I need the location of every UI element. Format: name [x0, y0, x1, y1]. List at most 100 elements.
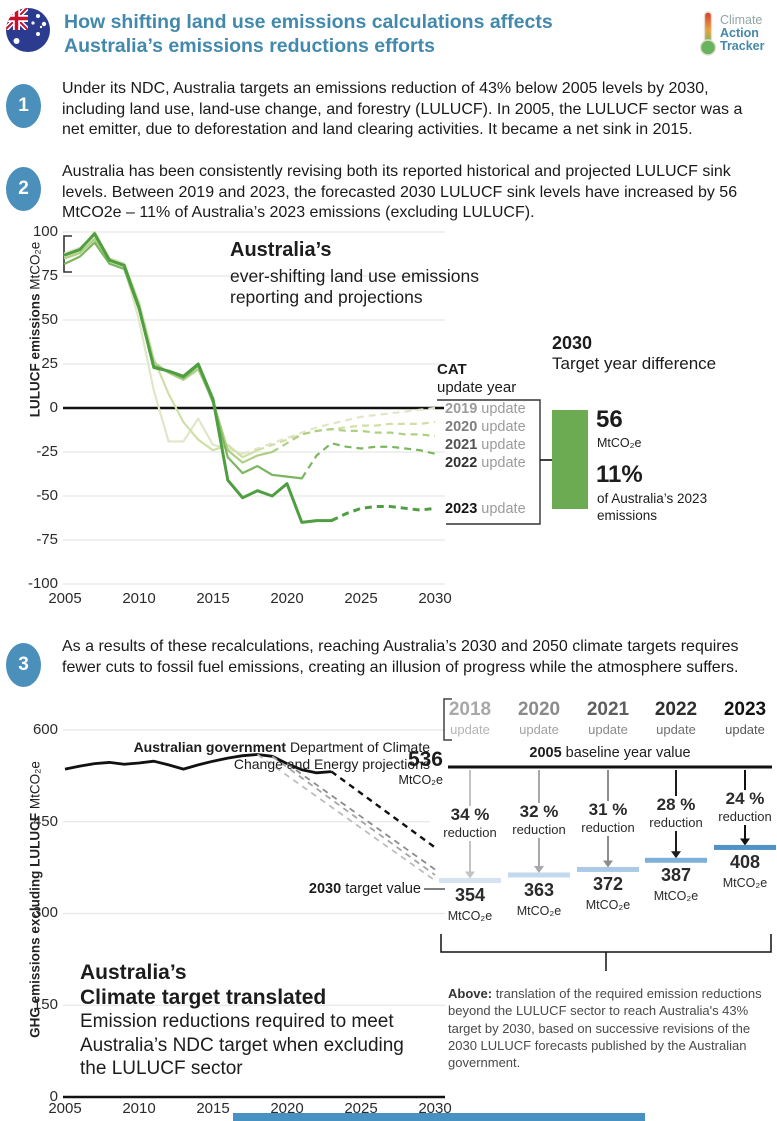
footer-bar	[233, 1113, 645, 1121]
difference-value: 56	[596, 406, 623, 433]
x-tick-label: 2005	[48, 590, 82, 607]
y-tick-label: -100	[27, 575, 58, 592]
column-header-2020: 2020 update	[517, 699, 561, 737]
reduction-label-2020: 32 % reduction	[499, 803, 579, 838]
target-label-year: 2030	[308, 881, 342, 897]
legend-item-2019: 2019 update	[445, 401, 526, 417]
legend-header-bold: CAT	[437, 361, 467, 378]
target-label-rest: target value	[345, 881, 421, 897]
point-3-badge: 3	[6, 643, 41, 687]
reduction-label-2023: 24 % reduction	[705, 790, 777, 825]
thermometer-icon	[699, 11, 717, 56]
x-tick-label: 2015	[196, 1100, 230, 1117]
y-tick-label: 150	[32, 996, 58, 1014]
series-solid-2021	[63, 237, 274, 464]
x-tick-label: 2030	[418, 1100, 452, 1117]
point-2-text: Australia has been consistently revising…	[62, 163, 738, 221]
target-line-2022	[645, 857, 707, 863]
x-tick-label: 2030	[418, 590, 452, 607]
x-tick-label: 2025	[344, 590, 378, 607]
legend-item-2023: 2023 update	[445, 501, 526, 517]
page-title: How shifting land use emissions calculat…	[64, 10, 664, 58]
bottom-chart-title: Australia’s Climate target translated Em…	[80, 960, 425, 1081]
reduction-arrow-head-2020	[534, 865, 544, 873]
x-tick-label: 2020	[270, 590, 304, 607]
reduction-label-2022: 28 % reduction	[636, 796, 716, 831]
legend-header: CAT update year	[437, 361, 516, 397]
difference-percent: 11%	[596, 461, 643, 488]
legend-item-2020: 2020 update	[445, 419, 526, 435]
page-title-line2: Australia’s emissions reductions efforts	[64, 35, 435, 57]
target-value-label: 2030 target value	[280, 881, 421, 897]
x-tick-label: 2010	[122, 1100, 156, 1117]
point-1-number: 1	[18, 95, 29, 116]
y-tick-label: 0	[49, 399, 58, 416]
legend-header-rest: update year	[437, 379, 517, 396]
point-2-number: 2	[18, 178, 29, 199]
y-tick-label: -75	[36, 531, 58, 548]
y-tick-label: -50	[36, 487, 58, 504]
y-tick-label: 100	[32, 223, 58, 240]
legend-item-2021: 2021 update	[445, 437, 526, 453]
point-2-badge: 2	[6, 167, 41, 211]
x-tick-label: 2025	[344, 1100, 378, 1117]
reduction-arrow-head-2021	[603, 860, 613, 868]
target-value-2018: 354 MtCO₂e	[447, 885, 493, 924]
column-header-2022: 2022 update	[654, 699, 698, 737]
target-value-2021: 372 MtCO₂e	[585, 874, 631, 913]
baseline-value: 536	[407, 748, 443, 771]
column-header-2021: 2021 update	[586, 699, 630, 737]
y-tick-label: 50	[41, 311, 58, 328]
baseline-unit: MtCO₂e	[398, 773, 443, 787]
target-line-2023	[714, 844, 776, 850]
series-projection-2023	[330, 505, 436, 522]
target-value-2023: 408 MtCO₂e	[722, 852, 768, 891]
y-tick-label: 450	[32, 812, 58, 830]
top-chart-title-bold: Australia’s	[230, 239, 332, 261]
difference-percent-caption: of Australia’s 2023 emissions	[597, 491, 708, 523]
baseline-label: 2005 baseline year value	[448, 745, 772, 761]
x-tick-label: 2010	[122, 590, 156, 607]
reduction-label-2018: 34 % reduction	[430, 806, 510, 841]
bottom-chart-header-bold: Australian government	[133, 739, 287, 755]
baseline-label-rest: baseline year value	[565, 745, 691, 761]
target-line-2021	[577, 866, 639, 872]
bottom-chart-header: Australian government Department of Clim…	[100, 739, 430, 773]
target-line-2018	[439, 877, 501, 883]
legend-bracket	[437, 399, 541, 525]
page-title-line1: How shifting land use emissions calculat…	[64, 11, 553, 33]
point-1-text: Under its NDC, Australia targets an emis…	[62, 80, 743, 138]
reduction-arrow-head-2022	[671, 851, 681, 859]
bottom-chart-title-bold2: Climate target translated	[80, 986, 327, 1009]
reduction-arrow-head-2023	[740, 838, 750, 846]
figure-caption: Above: translation of the required emiss…	[448, 985, 774, 1071]
projection-line-2021	[286, 762, 436, 871]
reduction-label-2021: 31 % reduction	[568, 801, 648, 836]
reduction-arrow-head-2018	[465, 871, 475, 879]
top-chart-title-line3: reporting and projections	[230, 287, 423, 307]
y-tick-label: 0	[49, 1088, 58, 1105]
figure-caption-bold: Above:	[448, 986, 493, 1001]
y-tick-label: 600	[32, 720, 58, 738]
y-tick-label: 300	[32, 904, 58, 922]
point-3-number: 3	[18, 654, 29, 675]
top-chart-title-line2: ever-shifting land use emissions	[230, 266, 480, 286]
logo-word-tracker: Tracker	[720, 38, 765, 53]
update-years-bracket	[443, 698, 452, 741]
x-tick-label: 2020	[270, 1100, 304, 1117]
series-solid-2022	[63, 241, 303, 480]
baseline-label-year: 2005	[529, 745, 562, 761]
series-projection-2019	[242, 406, 436, 455]
x-tick-label: 2005	[48, 1100, 82, 1117]
target-value-2020: 363 MtCO₂e	[516, 879, 562, 918]
series-solid-2020	[63, 230, 259, 459]
figure-caption-rest: translation of the required emission red…	[448, 986, 762, 1071]
logo-word-action: Action	[720, 25, 759, 40]
bottom-chart-title-bold1: Australia’s	[80, 961, 187, 984]
climate-action-tracker-logo: Climate Action Tracker	[699, 10, 764, 56]
series-projection-2022	[300, 442, 436, 479]
y-tick-label: -25	[36, 443, 58, 460]
difference-unit: MtCO₂e	[597, 436, 642, 450]
top-chart-title: Australia’s ever-shifting land use emiss…	[230, 239, 479, 308]
